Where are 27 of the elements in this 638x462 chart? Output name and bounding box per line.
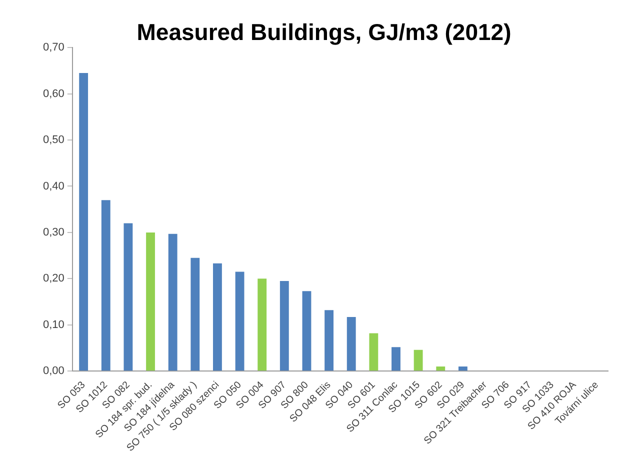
bar bbox=[458, 366, 468, 371]
y-tick-label: 0,70 bbox=[42, 42, 64, 54]
bar bbox=[235, 272, 244, 371]
bar bbox=[369, 333, 378, 371]
y-tick-label: 0,30 bbox=[42, 226, 64, 238]
y-tick-label: 0,50 bbox=[42, 134, 64, 146]
bar bbox=[168, 234, 178, 371]
y-tick-label: 0,60 bbox=[42, 88, 64, 100]
y-tick-label: 0,00 bbox=[42, 365, 64, 378]
bar bbox=[101, 200, 110, 371]
bar bbox=[124, 223, 133, 371]
bar bbox=[302, 291, 312, 371]
bar bbox=[146, 232, 155, 371]
bar bbox=[79, 73, 88, 371]
bar bbox=[414, 350, 423, 371]
y-tick-label: 0,10 bbox=[42, 318, 64, 331]
chart-title: Measured Buildings, GJ/m3 (2012) bbox=[136, 19, 512, 46]
bar bbox=[213, 263, 222, 371]
y-tick-label: 0,20 bbox=[42, 272, 64, 285]
y-tick-label: 0,40 bbox=[42, 180, 64, 192]
bar bbox=[280, 280, 289, 371]
bar bbox=[190, 258, 200, 371]
bar bbox=[346, 317, 356, 371]
bar bbox=[258, 278, 267, 371]
bar bbox=[436, 366, 446, 371]
bar bbox=[392, 347, 400, 371]
bar bbox=[324, 310, 334, 371]
